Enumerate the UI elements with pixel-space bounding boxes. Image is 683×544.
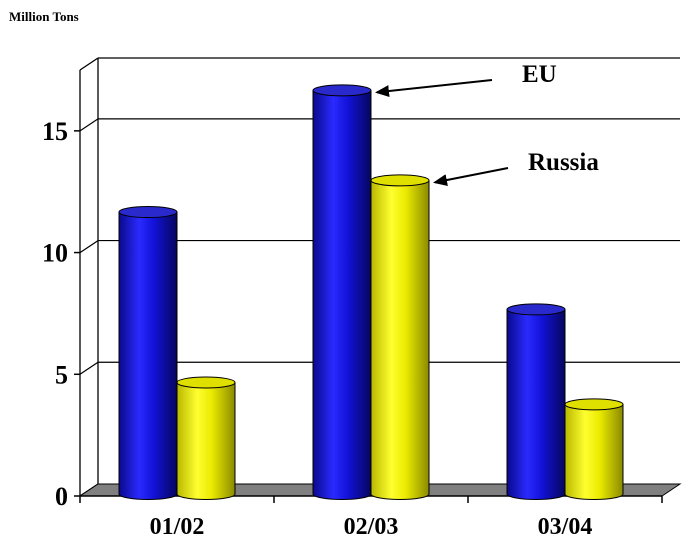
gridline-depth (79, 240, 99, 254)
bar-body (506, 308, 566, 500)
bar-top (564, 398, 624, 411)
bar-body (564, 403, 624, 500)
y-tick-label: 15 (42, 117, 68, 146)
callout-arrow (375, 79, 493, 98)
bar-russia-02-03 (370, 174, 430, 500)
y-tick-label: 5 (55, 360, 68, 389)
bar-top (370, 174, 430, 187)
gridline-depth (79, 118, 99, 132)
bar-top (118, 206, 178, 219)
x-tick-labels: 01/02 02/03 03/04 (150, 514, 593, 540)
bar-eu-01-02 (118, 206, 178, 500)
bar-eu-02-03 (312, 84, 372, 500)
y-axis-title: Million Tons (9, 9, 79, 24)
gridline-depth (79, 361, 99, 375)
bar-body (176, 381, 236, 500)
y-tick-label: 10 (42, 239, 68, 268)
bar-top (312, 84, 372, 97)
bars (118, 84, 624, 500)
back-wall-left-edge (79, 58, 99, 497)
bar-russia-01-02 (176, 376, 236, 500)
bar-body (312, 89, 372, 500)
bar-top (506, 303, 566, 316)
x-tick-label: 02/03 (344, 514, 399, 540)
bar-russia-03-04 (564, 398, 624, 500)
top-depth-edge (79, 57, 99, 71)
x-tick-label: 01/02 (150, 514, 205, 540)
callout-arrow (433, 167, 509, 186)
series-label-eu: EU (522, 61, 557, 88)
bar-eu-03-04 (506, 303, 566, 500)
x-tick-label: 03/04 (538, 514, 593, 540)
series-callouts: EU Russia (375, 61, 599, 186)
bar-body (370, 179, 430, 500)
series-label-russia: Russia (528, 149, 599, 176)
bar-body (118, 211, 178, 500)
y-tick-label: 0 (55, 482, 68, 511)
y-tick-labels: 0 5 10 15 (42, 117, 68, 511)
bar-top (176, 376, 236, 389)
